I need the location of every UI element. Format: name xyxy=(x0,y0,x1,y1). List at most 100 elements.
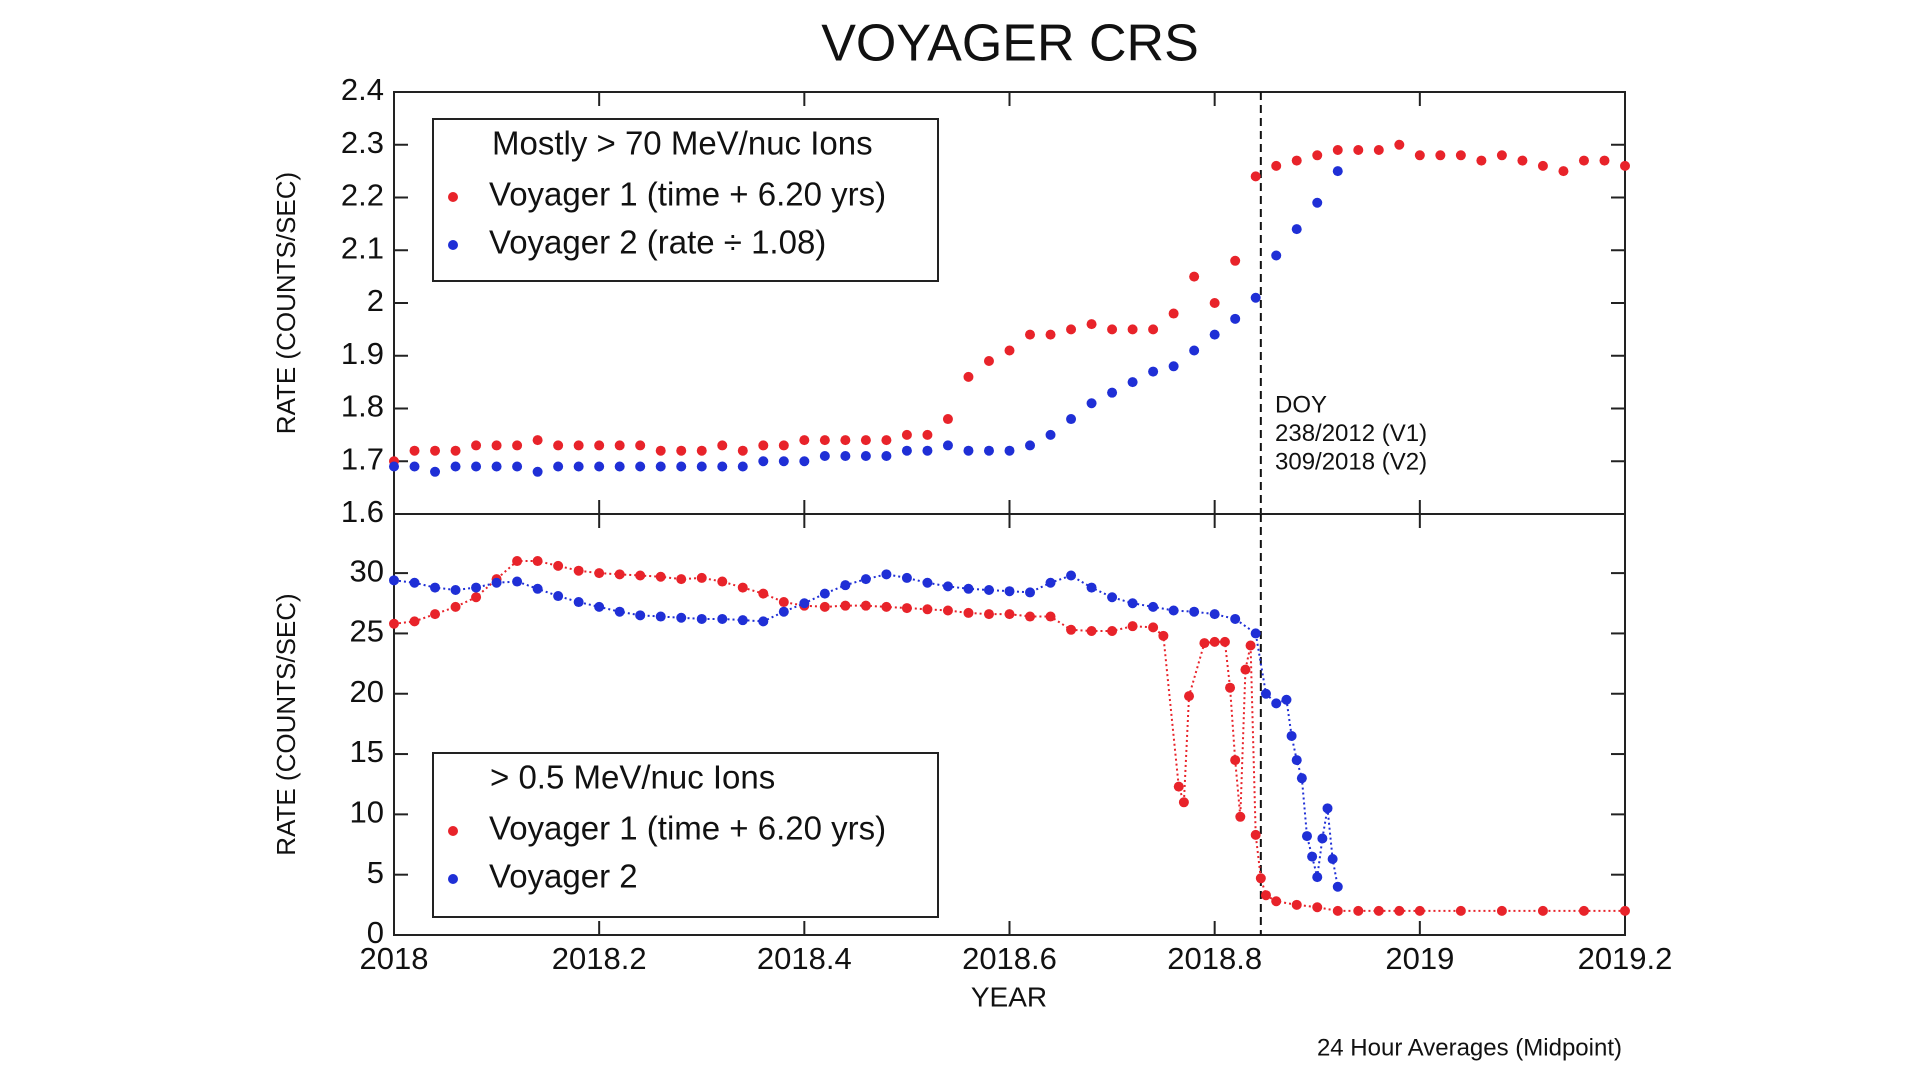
data-point xyxy=(840,435,851,446)
data-point xyxy=(1312,872,1323,883)
data-point xyxy=(1184,691,1195,702)
data-point xyxy=(778,597,789,608)
data-point xyxy=(737,615,748,626)
data-point xyxy=(1189,606,1200,617)
legend-box xyxy=(432,752,939,918)
data-point xyxy=(553,591,564,602)
data-point xyxy=(471,592,482,603)
data-point xyxy=(573,440,584,451)
y-tick-label: 2 xyxy=(367,283,384,318)
data-point xyxy=(1496,905,1507,916)
y-tick-label: 1.7 xyxy=(341,441,384,476)
data-point xyxy=(758,616,769,627)
data-point xyxy=(1455,905,1466,916)
data-point xyxy=(614,569,625,580)
data-point xyxy=(1148,324,1159,335)
data-point xyxy=(737,461,748,472)
y-tick-label: 2.2 xyxy=(341,178,384,213)
legend-marker xyxy=(448,240,458,250)
annotation: 238/2012 (V1) xyxy=(1275,420,1427,447)
y-tick-label: 2.1 xyxy=(341,230,384,265)
data-point xyxy=(696,572,707,583)
data-point xyxy=(1107,626,1118,637)
data-point xyxy=(1435,150,1446,161)
data-point xyxy=(1455,150,1466,161)
legend-title: Mostly > 70 MeV/nuc Ions xyxy=(492,125,873,162)
data-point xyxy=(1291,899,1302,910)
data-point xyxy=(635,610,646,621)
data-point xyxy=(840,580,851,591)
data-point xyxy=(901,603,912,614)
data-point xyxy=(1045,611,1056,622)
data-point xyxy=(1004,345,1015,356)
data-point xyxy=(860,600,871,611)
data-point xyxy=(1312,150,1323,161)
legend-marker xyxy=(448,874,458,884)
data-point xyxy=(1107,324,1118,335)
data-point xyxy=(512,440,523,451)
y-tick-label: 10 xyxy=(350,795,384,830)
data-point xyxy=(594,461,605,472)
data-point xyxy=(1291,755,1302,766)
data-point xyxy=(717,461,728,472)
data-point xyxy=(799,435,810,446)
data-point xyxy=(1322,803,1333,814)
data-point xyxy=(1394,139,1405,150)
data-point xyxy=(1620,160,1630,171)
data-point xyxy=(1219,636,1230,647)
data-point xyxy=(860,435,871,446)
data-point xyxy=(963,371,974,382)
data-point xyxy=(471,582,482,593)
data-point xyxy=(553,440,564,451)
data-point xyxy=(1240,664,1251,675)
data-point xyxy=(614,606,625,617)
data-point xyxy=(655,445,666,456)
data-point xyxy=(1312,197,1323,208)
y-tick-label: 5 xyxy=(367,855,384,890)
legend-label: Voyager 1 (time + 6.20 yrs) xyxy=(489,810,886,847)
data-point xyxy=(1086,582,1097,593)
data-point xyxy=(1230,613,1241,624)
y-tick-label: 15 xyxy=(350,734,384,769)
data-point xyxy=(1209,298,1220,308)
data-point xyxy=(1476,155,1487,166)
legend-box xyxy=(432,118,939,282)
data-point xyxy=(942,414,953,425)
data-point xyxy=(840,450,851,461)
legend-title: > 0.5 MeV/nuc Ions xyxy=(490,759,775,796)
data-point xyxy=(573,597,584,608)
data-point xyxy=(881,450,892,461)
data-point xyxy=(594,601,605,612)
data-point xyxy=(532,583,543,594)
data-point xyxy=(696,613,707,624)
data-point xyxy=(512,556,523,567)
data-point xyxy=(1209,636,1220,647)
data-point xyxy=(389,461,399,472)
data-point xyxy=(409,445,420,456)
data-point xyxy=(1066,414,1077,425)
data-point xyxy=(409,616,420,627)
y-tick-label: 1.8 xyxy=(341,389,384,424)
y-tick-label: 30 xyxy=(350,553,384,588)
data-point xyxy=(409,461,420,472)
annotation: 309/2018 (V2) xyxy=(1275,448,1427,475)
data-point xyxy=(799,598,810,609)
y-tick-label: 2.4 xyxy=(341,72,384,107)
y-tick-label: 2.3 xyxy=(341,125,384,160)
data-point xyxy=(1260,688,1271,699)
data-point xyxy=(614,461,625,472)
legend-marker xyxy=(448,192,458,202)
x-tick-label: 2019 xyxy=(1385,941,1454,976)
data-point xyxy=(717,613,728,624)
data-point xyxy=(922,577,933,588)
data-point xyxy=(1209,329,1220,340)
data-point xyxy=(1578,155,1589,166)
data-point xyxy=(1332,881,1343,892)
data-point xyxy=(1178,797,1189,808)
data-point xyxy=(758,440,769,451)
data-point xyxy=(901,572,912,583)
data-point xyxy=(881,601,892,612)
data-point xyxy=(942,605,953,616)
data-point xyxy=(860,450,871,461)
